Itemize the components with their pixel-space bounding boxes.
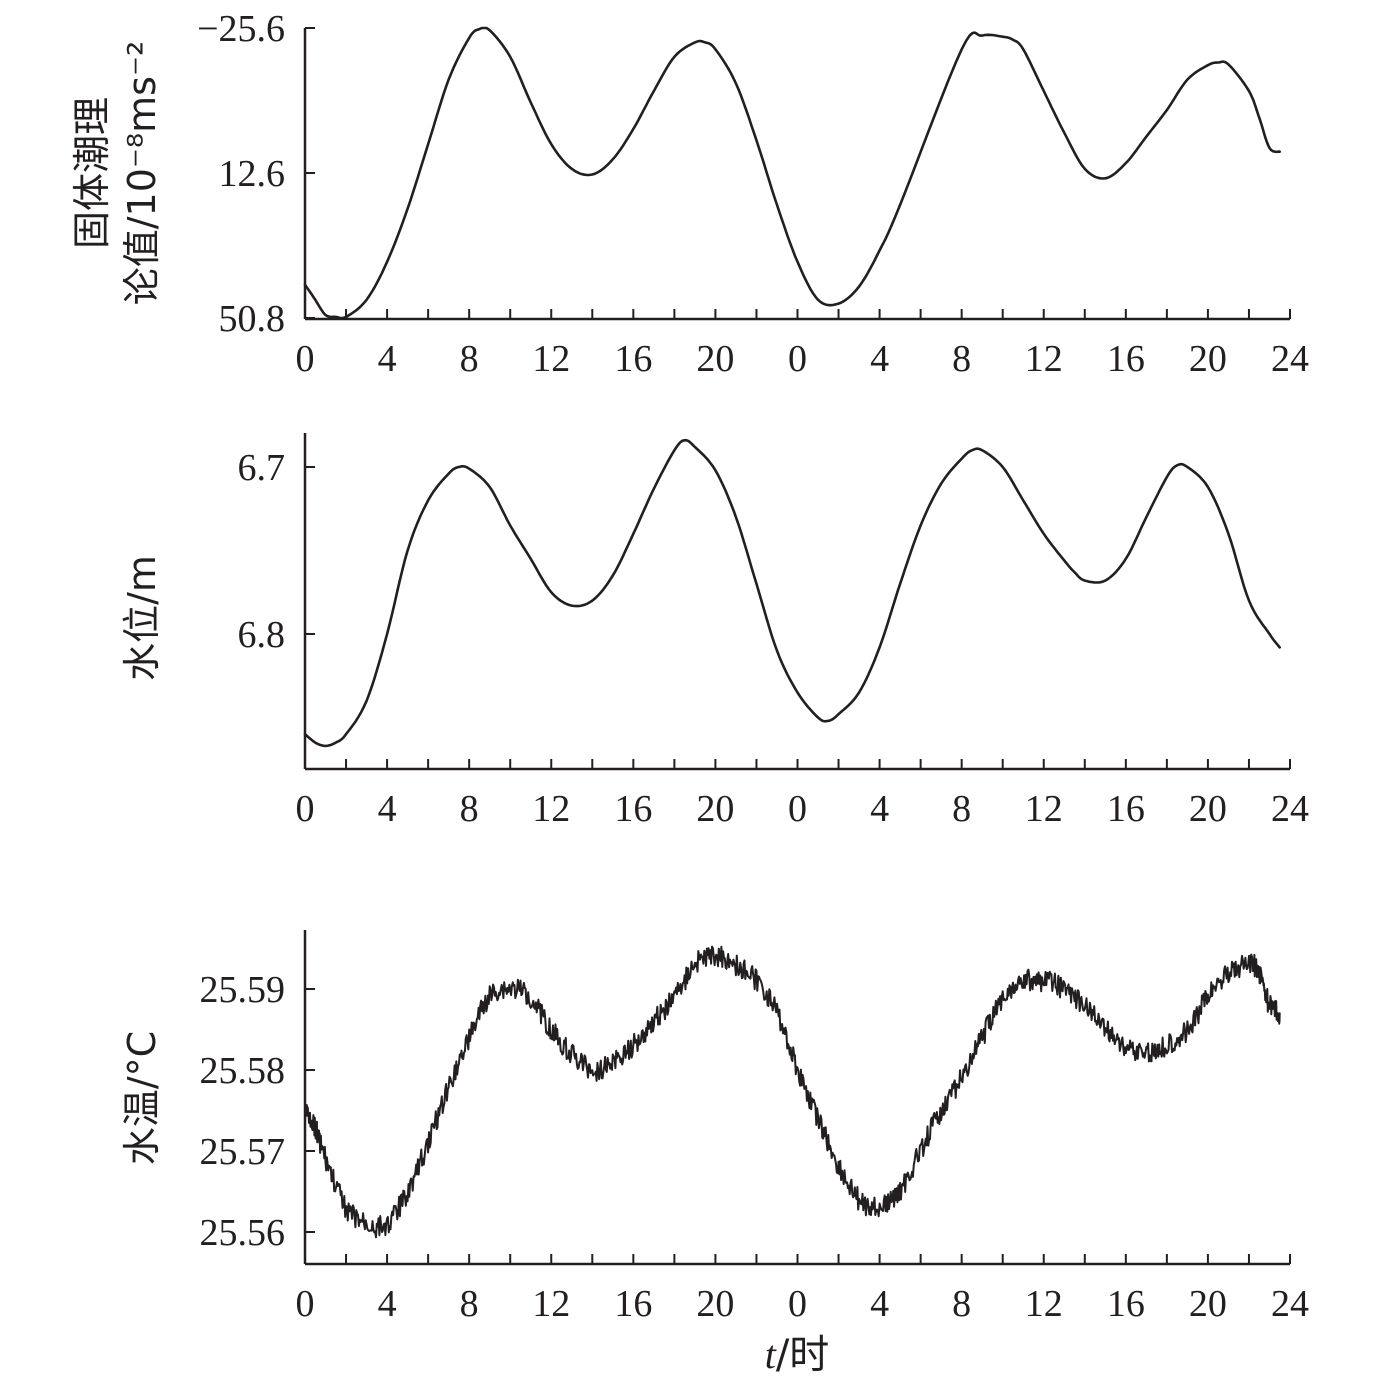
- tide-ylabel-line2: 论值/10⁻⁸ms⁻²: [120, 41, 164, 306]
- tide-xtick-label: 0: [296, 338, 315, 380]
- water-temp-xtick-label: 16: [1107, 1283, 1145, 1325]
- water-temp-xtick-label: 0: [296, 1283, 315, 1325]
- water-level-xtick-label: 0: [296, 788, 315, 830]
- water-level-ytick-label: 6.7: [238, 447, 286, 489]
- water-level-xtick-label: 16: [1107, 788, 1145, 830]
- water-level-xtick-label: 24: [1271, 788, 1309, 830]
- water-level-xtick-label: 8: [952, 788, 971, 830]
- tide-xtick-label: 4: [870, 338, 889, 380]
- tide-xtick-label: 20: [696, 338, 734, 380]
- tide-ytick-label: −25.6: [197, 8, 285, 50]
- tide-xtick-label: 12: [532, 338, 570, 380]
- tide-xtick-label: 24: [1271, 338, 1309, 380]
- tide-xtick-label: 16: [614, 338, 652, 380]
- water-level-xtick-label: 12: [532, 788, 570, 830]
- tide-xtick-label: 12: [1025, 338, 1063, 380]
- water-temp-ylabel: 水温/°C: [120, 1031, 164, 1165]
- water-temp-ytick-label: 25.57: [200, 1131, 286, 1173]
- water-temp-xticks: 0 4 8 12 16 20 0 4 8 12 16 20 24: [296, 1254, 1309, 1325]
- water-temp-panel: 水温/°C 25.56 25.57 25.58 25.59 0 4 8 12 16 20 0 4 8 1…: [120, 930, 1309, 1325]
- water-level-xtick-label: 0: [788, 788, 807, 830]
- water-level-yticks: 6.7 6.8: [238, 447, 315, 656]
- tide-xtick-label: 16: [1107, 338, 1145, 380]
- water-level-xtick-label: 20: [1189, 788, 1227, 830]
- water-temp-ytick-label: 25.59: [200, 969, 286, 1011]
- water-level-xticks: 0 4 8 12 16 20 0 4 8 12 16 20 24: [296, 759, 1309, 830]
- water-level-xtick-label: 8: [460, 788, 479, 830]
- tide-ylabel-line1: 固体潮理: [70, 97, 114, 249]
- water-level-xtick-label: 20: [696, 788, 734, 830]
- water-temp-xtick-label: 20: [1189, 1283, 1227, 1325]
- water-level-panel: 水位/m 6.7 6.8 0 4 8 12 16 20 0 4 8 12 16 20 24: [120, 433, 1309, 830]
- water-temp-yticks: 25.56 25.57 25.58 25.59: [200, 969, 315, 1254]
- water-level-xtick-label: 16: [614, 788, 652, 830]
- water-temp-ytick-label: 25.56: [200, 1212, 286, 1254]
- water-temp-xtick-label: 16: [614, 1283, 652, 1325]
- tide-series-line: [303, 26, 1281, 320]
- water-temp-xtick-label: 4: [378, 1283, 397, 1325]
- x-axis-label-var: t: [765, 1332, 777, 1377]
- water-level-xtick-label: 4: [870, 788, 889, 830]
- water-temp-series-line: [304, 945, 1281, 1239]
- water-level-xtick-label: 12: [1025, 788, 1063, 830]
- tide-xtick-label: 4: [378, 338, 397, 380]
- tide-xtick-label: 0: [788, 338, 807, 380]
- tide-panel: 固体潮理 论值/10⁻⁸ms⁻² −25.6 12.6 50.8 0 4 8 12 16 20…: [70, 8, 1309, 380]
- water-temp-xtick-label: 12: [532, 1283, 570, 1325]
- tide-yticks: −25.6 12.6 50.8: [197, 8, 315, 340]
- tide-xtick-label: 8: [952, 338, 971, 380]
- water-temp-xtick-label: 24: [1271, 1283, 1309, 1325]
- water-temp-xtick-label: 12: [1025, 1283, 1063, 1325]
- water-temp-xtick-label: 20: [696, 1283, 734, 1325]
- water-level-series-line: [303, 438, 1281, 748]
- tide-xtick-label: 20: [1189, 338, 1227, 380]
- x-axis-label-unit: /时: [776, 1332, 829, 1378]
- water-temp-xtick-label: 8: [952, 1283, 971, 1325]
- x-axis-label: t/时: [765, 1332, 830, 1378]
- tide-xtick-label: 8: [460, 338, 479, 380]
- water-level-ylabel: 水位/m: [120, 555, 164, 681]
- tide-ytick-label: 12.6: [219, 153, 286, 195]
- water-temp-xtick-label: 8: [460, 1283, 479, 1325]
- tide-xticks: 0 4 8 12 16 20 0 4 8 12 16 20 24: [296, 309, 1309, 380]
- water-level-xtick-label: 4: [378, 788, 397, 830]
- water-temp-ytick-label: 25.58: [200, 1050, 286, 1092]
- water-temp-xtick-label: 4: [870, 1283, 889, 1325]
- water-temp-xtick-label: 0: [788, 1283, 807, 1325]
- tide-ytick-label: 50.8: [219, 298, 286, 340]
- water-level-ytick-label: 6.8: [238, 614, 286, 656]
